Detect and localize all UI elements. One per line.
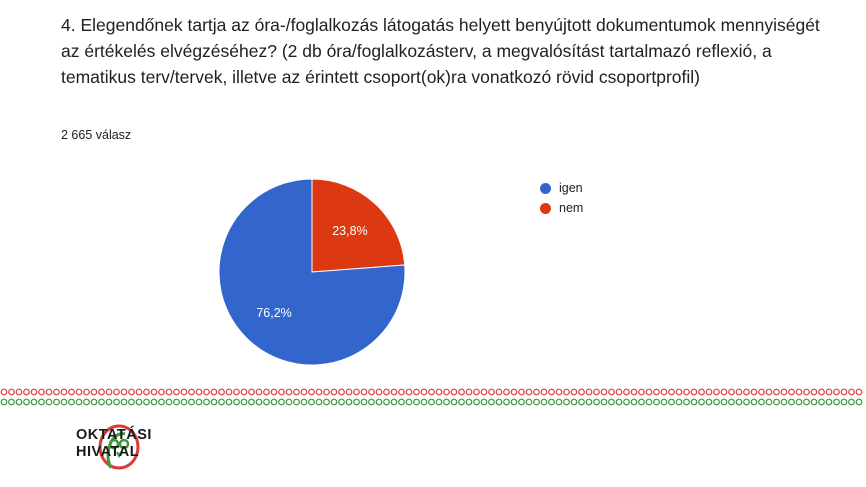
response-count: 2 665 válasz (61, 128, 132, 142)
legend-item-nem: nem (540, 198, 583, 218)
owl-icon (98, 424, 140, 470)
question-title: 4. Elegendőnek tartja az óra-/foglalkozá… (61, 15, 820, 87)
decorative-border (0, 388, 863, 406)
pie-slice-nem (311, 178, 406, 273)
pie-chart: 23,8% 76,2% (218, 178, 406, 366)
legend-swatch-nem (540, 202, 551, 214)
legend-label-igen: igen (559, 181, 583, 195)
logo-text: OKTATÁSI HIVATAL (76, 427, 152, 461)
pie-label-nem: 23,8% (332, 224, 367, 238)
logo-line-2: HIVATAL (76, 444, 140, 460)
logo-line-1: OKTATÁSI (76, 427, 152, 443)
legend-swatch-igen (540, 182, 551, 194)
chart-legend: igen nem (540, 178, 583, 218)
pie-label-igen: 76,2% (256, 306, 291, 320)
pie-slice-igen (218, 178, 406, 366)
legend-label-nem: nem (559, 201, 584, 215)
legend-item-igen: igen (540, 178, 583, 198)
